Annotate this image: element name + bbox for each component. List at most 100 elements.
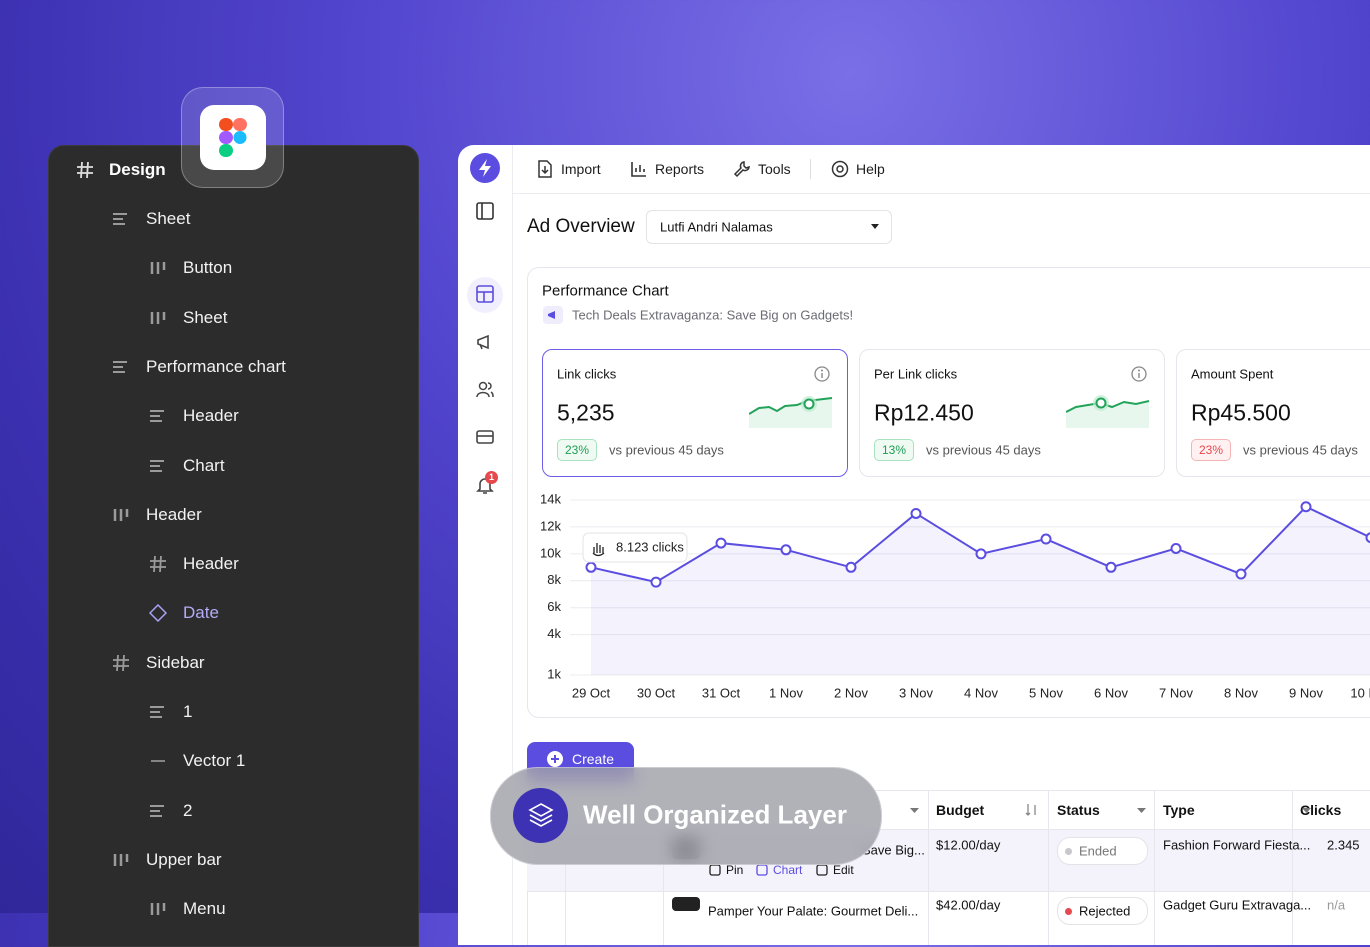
point [587, 563, 596, 572]
caret [1302, 808, 1311, 814]
toolbar-icon [733, 160, 751, 178]
action-icon [756, 864, 768, 876]
campaign-name[interactable]: Pamper Your Palate: Gourmet Deli... [708, 904, 918, 919]
layer-item[interactable]: 2 [183, 801, 192, 821]
x-tick-label: 29 Oct [572, 685, 611, 700]
row-action[interactable]: Chart [773, 863, 802, 877]
x-tick-label: 30 Oct [637, 685, 676, 700]
x-tick-label: 10 Nov [1350, 685, 1370, 700]
nav-icon [476, 428, 494, 446]
layers-panel [48, 145, 419, 947]
x-tick-label: 2 Nov [834, 685, 868, 700]
layer-item[interactable]: Header [146, 505, 202, 525]
sort-icon [1025, 803, 1039, 817]
campaign-name: Tech Deals Extravaganza: Save Big on Gad… [572, 308, 853, 323]
x-tick-label: 8 Nov [1224, 685, 1258, 700]
status: Ended [1079, 844, 1117, 859]
layer-item[interactable]: Date [183, 603, 219, 623]
layer-icon [149, 752, 167, 770]
point [847, 563, 856, 572]
toolbar-item[interactable]: Reports [655, 161, 704, 177]
campaign-icon [547, 309, 559, 321]
metric-compare: vs previous 45 days [1243, 443, 1358, 458]
toolbar-separator [810, 159, 811, 179]
row-action[interactable]: Pin [726, 863, 743, 877]
layer-icon [112, 851, 130, 869]
column-header[interactable]: Type [1163, 802, 1195, 818]
layer-icon [112, 210, 130, 228]
x-tick-label: 7 Nov [1159, 685, 1193, 700]
budget: $42.00/day [936, 898, 1000, 913]
point [717, 539, 726, 548]
metric-compare: vs previous 45 days [926, 443, 1041, 458]
status-dot [1065, 848, 1072, 855]
x-tick-label: 1 Nov [769, 685, 803, 700]
nav-icon [476, 380, 494, 398]
info-icon [814, 366, 830, 382]
toolbar-item[interactable]: Help [856, 161, 885, 177]
y-tick-label: 12k [540, 518, 561, 533]
x-tick-label: 5 Nov [1029, 685, 1063, 700]
badge-label: Well Organized Layer [583, 800, 847, 831]
info-icon [1131, 366, 1147, 382]
layer-item[interactable]: Header [183, 406, 239, 426]
layer-item[interactable]: Header [183, 554, 239, 574]
toolbar-item[interactable]: Import [561, 161, 601, 177]
toolbar-icon [630, 160, 648, 178]
clicks: 2.345 [1327, 838, 1360, 853]
type: Gadget Guru Extravaga... [1163, 898, 1311, 913]
layer-icon [149, 259, 167, 277]
layer-item[interactable]: Performance chart [146, 357, 286, 377]
metric-value: Rp12.450 [874, 400, 974, 427]
create-label[interactable]: Create [572, 751, 614, 767]
row-thumb [672, 897, 700, 911]
layer-item[interactable]: Chart [183, 456, 225, 476]
page-title: Ad Overview [527, 216, 635, 238]
toolbar-icon [536, 160, 554, 178]
layer-item[interactable]: Button [183, 258, 232, 278]
action-icon [816, 864, 828, 876]
status: Rejected [1079, 904, 1130, 919]
layer-title: Design [109, 160, 166, 180]
metric-change: 13% [874, 439, 914, 461]
column-header[interactable]: Status [1057, 802, 1100, 818]
layer-item[interactable]: Menu [183, 899, 226, 919]
status-dot [1065, 908, 1072, 915]
metric-change: 23% [1191, 439, 1231, 461]
nav-icon [476, 333, 494, 351]
action-icon [709, 864, 721, 876]
column-header[interactable]: Budget [936, 802, 984, 818]
metric-change: 23% [557, 439, 597, 461]
layer-item[interactable]: Sheet [146, 209, 190, 229]
metric-label: Per Link clicks [874, 367, 957, 382]
layer-icon [76, 161, 94, 179]
notification-dot: 1 [485, 471, 498, 484]
metric-value: Rp45.500 [1191, 400, 1291, 427]
column-divider [1292, 790, 1293, 945]
create-icon [547, 751, 563, 767]
account-name: Lutfi Andri Nalamas [660, 220, 773, 235]
toolbar-icon [831, 160, 849, 178]
layer-icon [149, 802, 167, 820]
layer-icon [149, 555, 167, 573]
point [1367, 533, 1370, 542]
performance-title: Performance Chart [542, 283, 669, 300]
layer-item[interactable]: Vector 1 [183, 751, 245, 771]
layer-item[interactable]: Upper bar [146, 850, 222, 870]
clicks: n/a [1327, 898, 1345, 913]
layer-item[interactable]: 1 [183, 702, 192, 722]
y-tick-label: 1k [547, 666, 561, 681]
x-tick-label: 4 Nov [964, 685, 998, 700]
layer-icon [112, 654, 130, 672]
toolbar-item[interactable]: Tools [758, 161, 791, 177]
layer-item[interactable]: Sheet [183, 308, 227, 328]
layer-icon [149, 407, 167, 425]
app-logo [470, 153, 500, 183]
point [1237, 570, 1246, 579]
row-action[interactable]: Edit [833, 863, 854, 877]
metric-label: Amount Spent [1191, 367, 1273, 382]
layer-item[interactable]: Sidebar [146, 653, 205, 673]
layer-icon [149, 900, 167, 918]
y-tick-label: 14k [540, 491, 561, 506]
